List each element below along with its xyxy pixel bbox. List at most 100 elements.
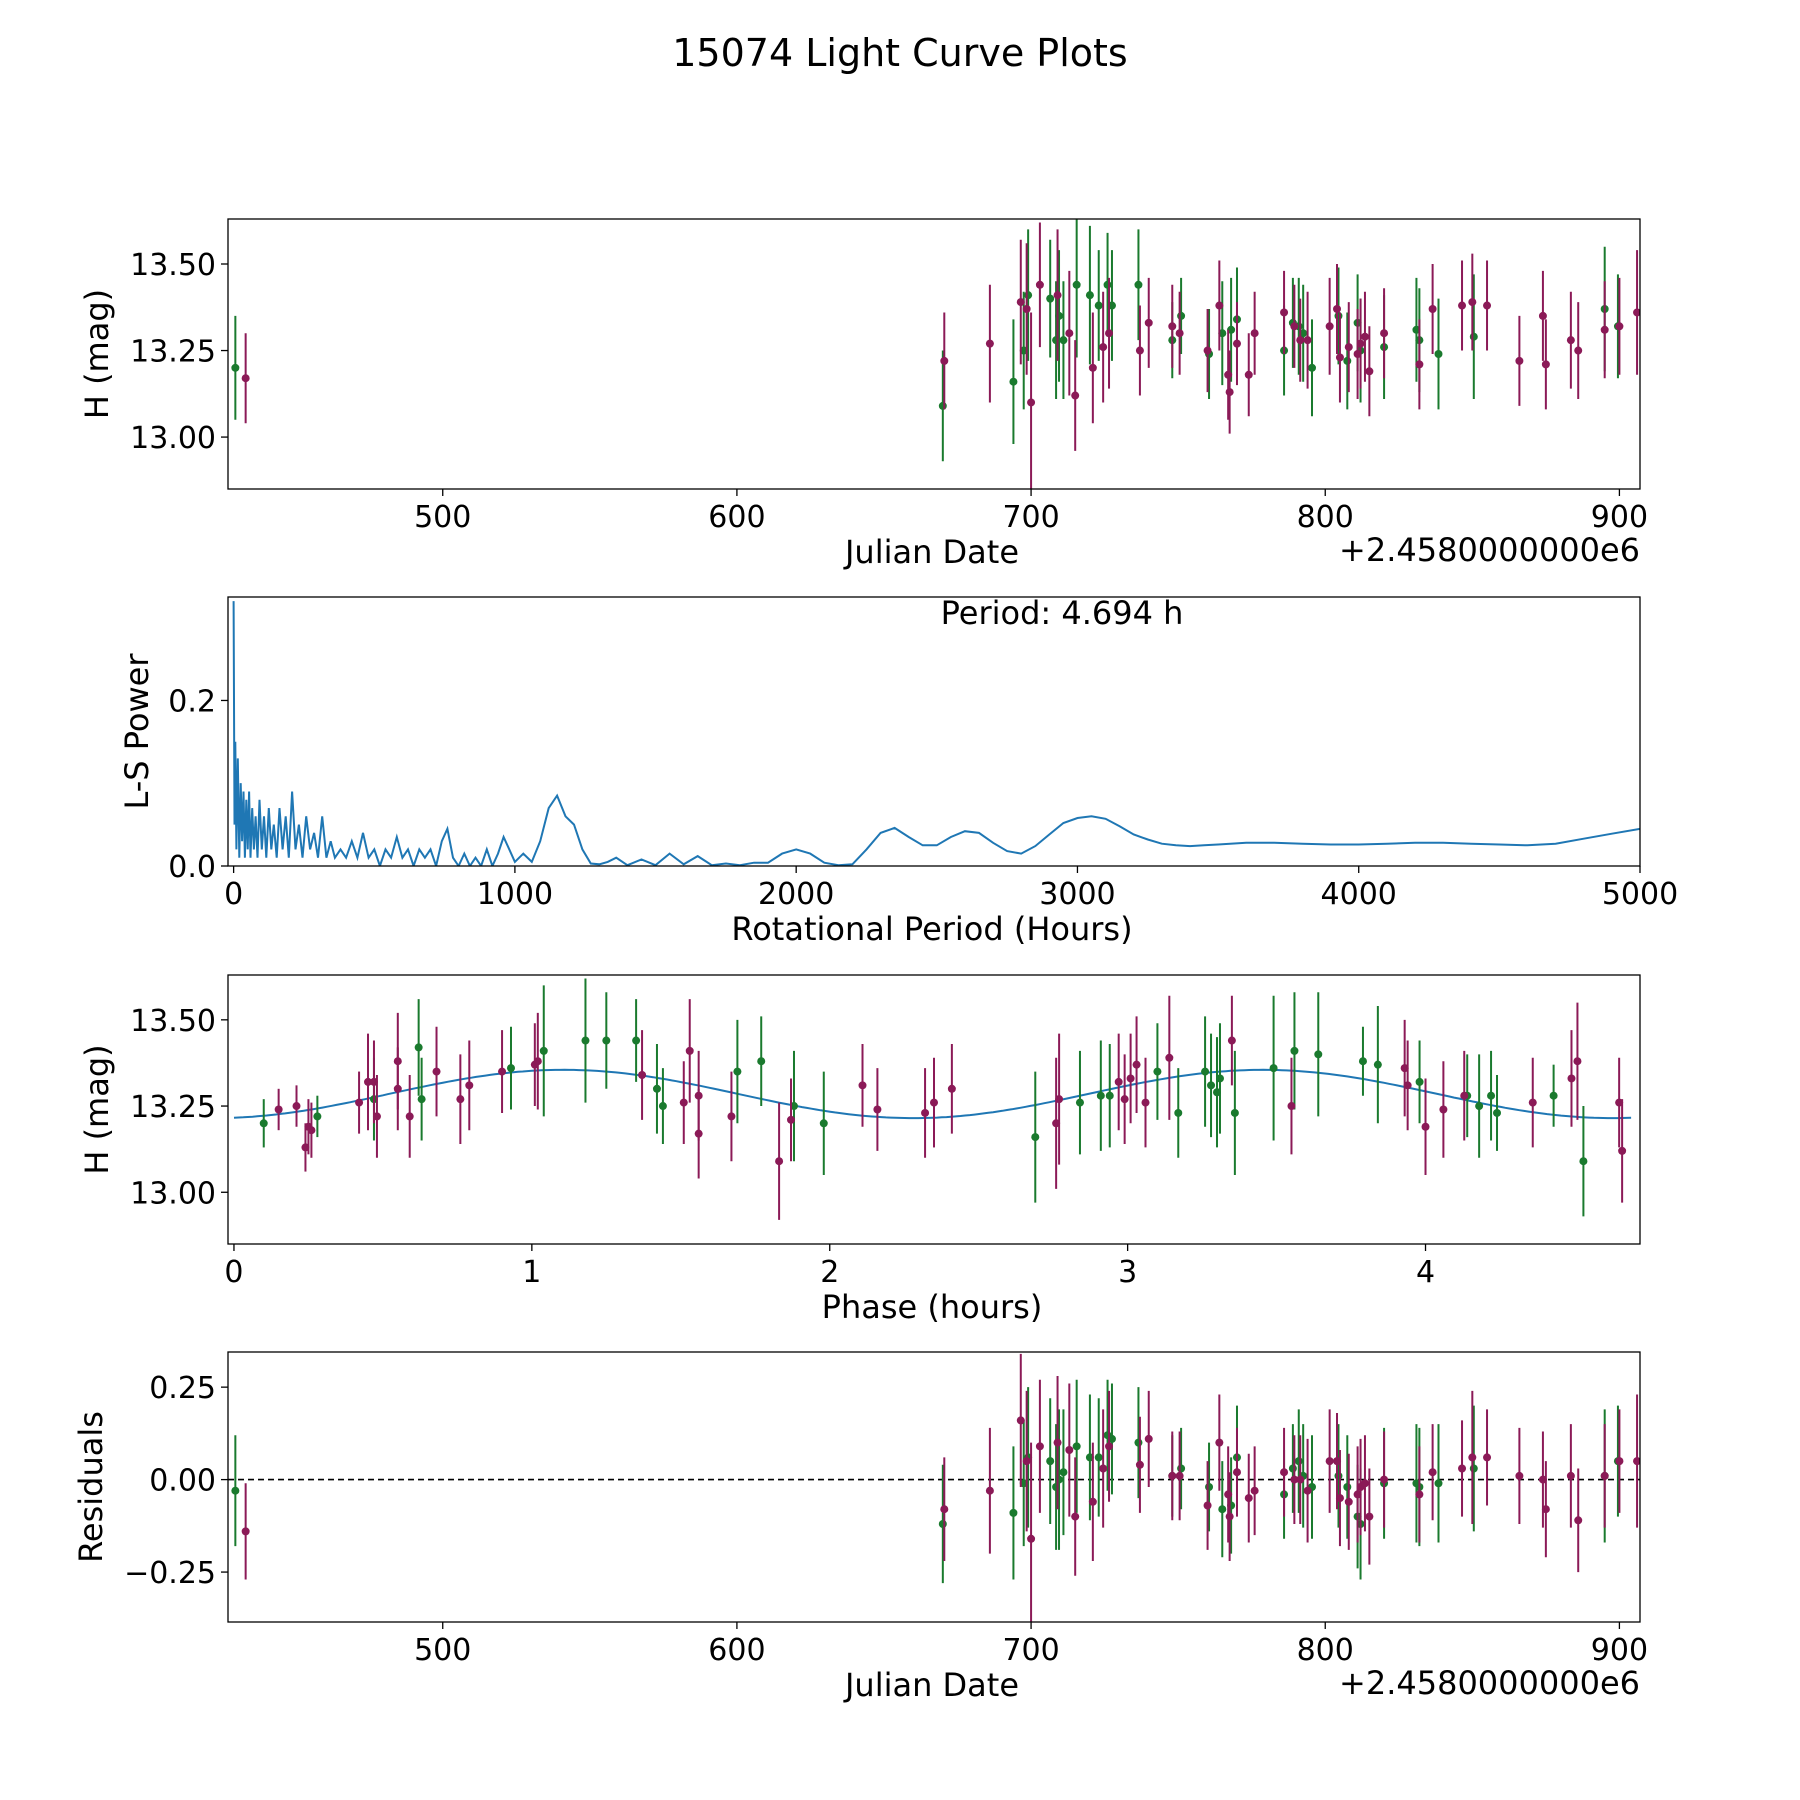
green-data-point bbox=[1373, 1060, 1382, 1069]
phased-panel: 0 1 2 3 4 13.00 13.25 13.50 Phase (hours) H (mag) bbox=[78, 974, 1641, 1326]
magenta-data-point bbox=[1250, 329, 1259, 338]
lightcurve-frame bbox=[227, 218, 1641, 490]
green-data-point bbox=[632, 1036, 641, 1045]
y-tick-label: 13.00 bbox=[130, 421, 216, 456]
magenta-data-point bbox=[1027, 1534, 1036, 1543]
green-data-point bbox=[1059, 1468, 1068, 1477]
green-data-point bbox=[1072, 1442, 1081, 1451]
magenta-data-point bbox=[1428, 1468, 1437, 1477]
x-tick-label: 3 bbox=[1118, 1255, 1137, 1290]
magenta-data-point bbox=[1280, 308, 1289, 317]
x-tick-label: 600 bbox=[708, 500, 765, 535]
magenta-data-point bbox=[1468, 298, 1477, 307]
magenta-data-point bbox=[533, 1057, 542, 1066]
magenta-data-point bbox=[1633, 308, 1640, 317]
lightcurve-plot-area bbox=[231, 219, 1640, 489]
green-data-point bbox=[1343, 356, 1352, 365]
x-tick-label: 800 bbox=[1297, 500, 1354, 535]
green-data-point bbox=[1288, 1464, 1297, 1473]
magenta-data-point bbox=[1468, 1453, 1477, 1462]
phased-plot-area bbox=[233, 978, 1632, 1220]
green-data-point bbox=[231, 1486, 240, 1495]
magenta-data-point bbox=[1325, 322, 1334, 331]
green-data-point bbox=[1046, 1457, 1055, 1466]
magenta-data-point bbox=[1618, 1146, 1627, 1155]
magenta-data-point bbox=[1335, 353, 1344, 362]
magenta-data-point bbox=[1203, 1501, 1212, 1510]
magenta-data-point bbox=[1600, 325, 1609, 334]
magenta-data-point bbox=[1421, 1122, 1430, 1131]
magenta-data-point bbox=[1088, 1497, 1097, 1506]
green-data-point bbox=[1230, 1108, 1239, 1117]
magenta-data-point bbox=[873, 1105, 882, 1114]
magenta-data-point bbox=[1027, 398, 1036, 407]
magenta-data-point bbox=[1439, 1105, 1448, 1114]
magenta-data-point bbox=[1574, 1516, 1583, 1525]
magenta-data-point bbox=[1141, 1098, 1150, 1107]
magenta-data-point bbox=[775, 1157, 784, 1166]
green-data-point bbox=[1334, 311, 1343, 320]
green-data-point bbox=[1096, 1091, 1105, 1100]
y-tick-label: −0.25 bbox=[124, 1556, 216, 1591]
y-tick-label: 0.25 bbox=[149, 1371, 216, 1406]
magenta-data-point bbox=[1515, 1471, 1524, 1480]
green-data-point bbox=[1487, 1091, 1496, 1100]
magenta-data-point bbox=[1483, 301, 1492, 310]
magenta-data-point bbox=[1333, 305, 1342, 313]
magenta-data-point bbox=[292, 1102, 301, 1111]
green-data-point bbox=[602, 1036, 611, 1045]
magenta-data-point bbox=[1380, 1475, 1389, 1484]
magenta-data-point bbox=[787, 1115, 796, 1124]
green-data-point bbox=[1134, 280, 1143, 289]
green-data-point bbox=[1046, 294, 1055, 303]
green-data-point bbox=[1177, 1464, 1186, 1473]
magenta-data-point bbox=[1566, 336, 1575, 345]
magenta-data-point bbox=[1290, 322, 1299, 331]
x-tick-label: 5000 bbox=[1602, 877, 1678, 912]
magenta-data-point bbox=[1053, 1438, 1062, 1447]
periodogram-plot-area bbox=[232, 601, 1640, 866]
y-tick-label: 0.00 bbox=[149, 1464, 216, 1499]
magenta-data-point bbox=[1528, 1098, 1537, 1107]
green-data-point bbox=[231, 363, 240, 372]
magenta-data-point bbox=[1135, 1460, 1144, 1469]
magenta-data-point bbox=[1016, 298, 1025, 307]
green-data-point bbox=[539, 1046, 548, 1055]
magenta-data-point bbox=[1175, 1471, 1184, 1480]
magenta-data-point bbox=[1022, 305, 1031, 313]
magenta-data-point bbox=[1022, 1457, 1031, 1466]
magenta-data-point bbox=[1225, 1512, 1234, 1521]
magenta-data-point bbox=[679, 1098, 688, 1107]
green-data-point bbox=[1415, 1077, 1424, 1086]
magenta-data-point bbox=[1071, 391, 1080, 400]
magenta-data-point bbox=[1165, 1053, 1174, 1062]
magenta-data-point bbox=[1053, 291, 1062, 300]
green-data-point bbox=[1493, 1108, 1502, 1117]
magenta-data-point bbox=[1244, 370, 1253, 379]
magenta-data-point bbox=[307, 1126, 316, 1135]
magenta-data-point bbox=[1215, 301, 1224, 310]
magenta-data-point bbox=[638, 1071, 647, 1080]
magenta-data-point bbox=[1287, 1102, 1296, 1111]
magenta-data-point bbox=[1365, 367, 1374, 376]
green-data-point bbox=[757, 1057, 766, 1066]
green-data-point bbox=[1215, 1074, 1224, 1083]
magenta-data-point bbox=[393, 1057, 402, 1066]
magenta-data-point bbox=[1296, 336, 1305, 345]
y-tick-label: 13.00 bbox=[130, 1176, 216, 1211]
green-data-point bbox=[1218, 1505, 1227, 1514]
phased-frame bbox=[227, 974, 1641, 1245]
magenta-data-point bbox=[1114, 1077, 1123, 1086]
green-data-point bbox=[1579, 1157, 1588, 1166]
magenta-data-point bbox=[1250, 1486, 1259, 1495]
magenta-data-point bbox=[456, 1095, 465, 1104]
magenta-data-point bbox=[1168, 1471, 1177, 1480]
lightcurve-panel: 500 600 700 800 900 13.00 13.25 13.50 Julian Dat… bbox=[78, 218, 1648, 571]
x-tick-label: 900 bbox=[1591, 500, 1648, 535]
magenta-data-point bbox=[1360, 1479, 1369, 1488]
magenta-data-point bbox=[1168, 322, 1177, 331]
green-data-point bbox=[1024, 291, 1033, 300]
magenta-data-point bbox=[1458, 1464, 1467, 1473]
green-data-point bbox=[506, 1064, 515, 1073]
magenta-data-point bbox=[940, 356, 949, 365]
